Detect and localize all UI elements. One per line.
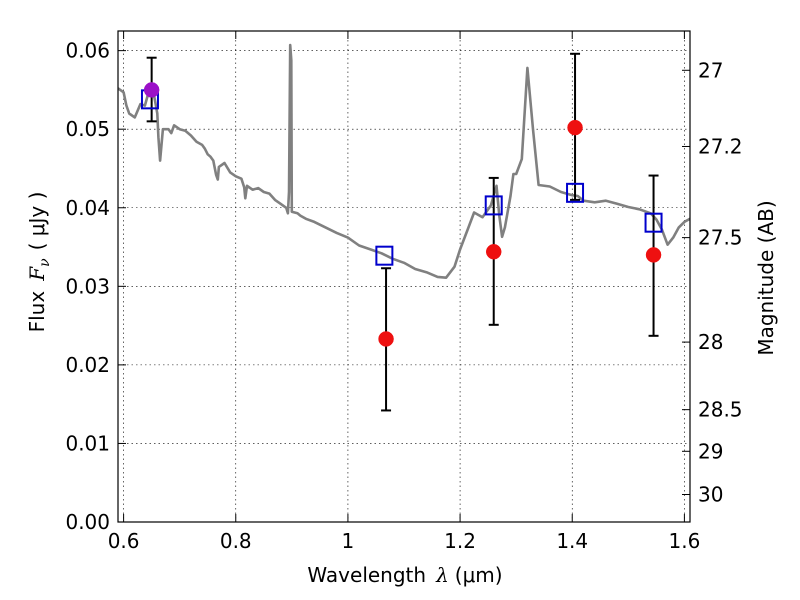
model-spectrum-line (118, 43, 690, 279)
observed-flux-point (143, 82, 160, 98)
y-axis-label: FluxFν( μJy ) (25, 192, 53, 333)
grid (118, 31, 690, 522)
x-tick-label: 0.6 (108, 529, 140, 553)
plot-frame (117, 30, 691, 523)
x-tick-label: 1.4 (556, 529, 588, 553)
x-tick-label: 0.8 (220, 529, 252, 553)
right-tick-label: 30 (698, 483, 723, 507)
observed-flux-point (485, 244, 502, 260)
y-tick-label: 0.03 (65, 274, 110, 298)
right-tick-label: 29 (698, 439, 723, 463)
model-photometry-square (375, 245, 394, 266)
x-axis-label: Wavelength λ (μm) (307, 563, 502, 587)
axis-ticks: 0.6 0.8 1 1.2 1.4 1.6 0.00 0.01 0.02 0.03 0.04 0.05… (65, 31, 743, 553)
y-tick-label: 0.06 (65, 39, 110, 63)
observed-flux-point (567, 119, 583, 136)
observed-flux-point (378, 331, 394, 347)
model-photometry-square (566, 182, 585, 203)
x-tick-label: 1.6 (668, 529, 700, 553)
observed-flux-point (645, 247, 662, 263)
model-photometry-square (484, 195, 503, 216)
right-tick-label: 28 (698, 330, 723, 354)
right-tick-label: 27.2 (698, 134, 743, 158)
x-tick-label: 1.2 (444, 529, 476, 553)
y-tick-label: 0.00 (65, 510, 110, 534)
right-tick-label: 27.5 (698, 226, 743, 250)
y-tick-label: 0.04 (65, 196, 110, 220)
x-tick-label: 1 (342, 529, 355, 553)
right-tick-label: 28.5 (698, 398, 743, 422)
right-tick-label: 27 (698, 58, 723, 82)
y-tick-label: 0.02 (65, 353, 110, 377)
y-tick-label: 0.05 (65, 117, 110, 141)
right-axis-label: Magnitude (AB) (754, 200, 778, 355)
model-photometry-square (644, 212, 663, 233)
y-tick-label: 0.01 (65, 431, 110, 455)
plot-area (118, 43, 690, 412)
